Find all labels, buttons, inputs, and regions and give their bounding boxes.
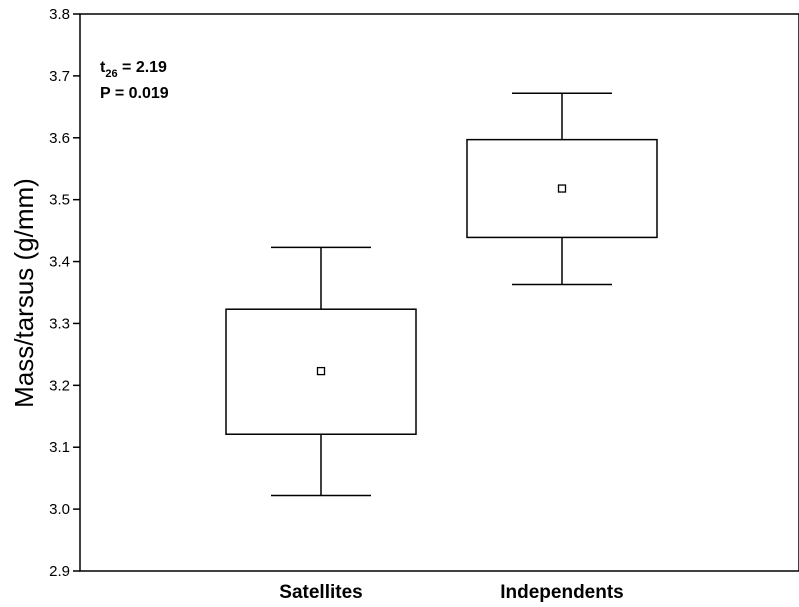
y-tick-label: 3.2 <box>49 377 70 394</box>
box-satellites <box>225 308 417 435</box>
p-value-annotation: P = 0.019 <box>100 85 169 102</box>
y-tick-label: 3.8 <box>49 6 70 23</box>
y-tick-label: 3.1 <box>49 439 70 456</box>
y-tick-label: 3.5 <box>49 192 70 209</box>
t-statistic-annotation: t26 = 2.19 <box>100 59 167 80</box>
y-tick-label: 3.4 <box>49 254 70 271</box>
x-axis-categories: Satellites Independents <box>279 582 623 603</box>
y-tick-label: 3.7 <box>49 68 70 85</box>
t-degrees-subscript: 26 <box>105 68 117 80</box>
y-tick-label: 2.9 <box>49 563 70 580</box>
t-value: = 2.19 <box>118 59 167 76</box>
y-tick-label: 3.3 <box>49 315 70 332</box>
mean-marker <box>316 366 326 376</box>
y-tick-label: 3.6 <box>49 130 70 147</box>
x-category-label: Independents <box>500 582 624 603</box>
t-symbol: t <box>100 59 106 76</box>
y-axis: 2.9 3.0 3.1 3.2 3.3 3.4 3.5 3.6 3.7 3.8 <box>49 6 80 580</box>
y-tick-label: 3.0 <box>49 501 70 518</box>
plot-frame <box>79 13 799 572</box>
box-independents <box>466 138 658 239</box>
y-axis-label: Mass/tarsus (g/mm) <box>9 178 39 408</box>
x-category-label: Satellites <box>279 582 362 603</box>
mean-marker <box>557 184 567 193</box>
boxes-layer <box>225 92 658 497</box>
